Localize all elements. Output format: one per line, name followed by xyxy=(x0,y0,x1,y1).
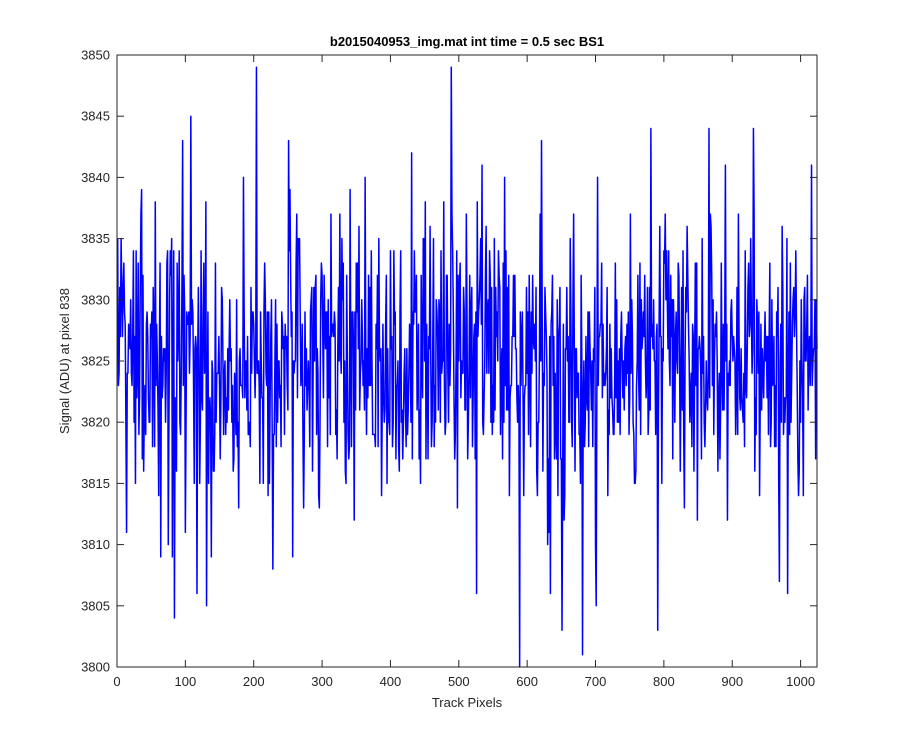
y-tick-label: 3820 xyxy=(81,415,110,430)
x-tick-label: 0 xyxy=(113,674,120,689)
y-tick-label: 3810 xyxy=(81,537,110,552)
y-tick-label: 3845 xyxy=(81,109,110,124)
x-tick-label: 600 xyxy=(516,674,538,689)
chart-title: b2015040953_img.mat int time = 0.5 sec B… xyxy=(330,34,604,49)
x-tick-label: 500 xyxy=(448,674,470,689)
x-tick-label: 900 xyxy=(721,674,743,689)
x-axis-ticks: 0 100 200 300 400 500 600 700 800 900 1000 xyxy=(113,55,815,689)
y-axis-label: Signal (ADU) at pixel 838 xyxy=(57,288,72,434)
y-axis-ticks: 3800 3805 3810 3815 3820 3825 3830 3835 3840 3845… xyxy=(81,48,817,675)
x-tick-label: 700 xyxy=(585,674,607,689)
series-line xyxy=(116,66,818,668)
y-tick-label: 3800 xyxy=(81,660,110,675)
y-tick-label: 3825 xyxy=(81,354,110,369)
y-tick-label: 3815 xyxy=(81,476,110,491)
x-tick-label: 1000 xyxy=(786,674,815,689)
x-axis-label: Track Pixels xyxy=(432,695,503,710)
y-tick-label: 3840 xyxy=(81,170,110,185)
y-tick-label: 3850 xyxy=(81,48,110,63)
x-tick-label: 400 xyxy=(380,674,402,689)
y-tick-label: 3835 xyxy=(81,231,110,246)
y-tick-label: 3805 xyxy=(81,598,110,613)
y-tick-label: 3830 xyxy=(81,292,110,307)
x-tick-label: 800 xyxy=(653,674,675,689)
x-tick-label: 100 xyxy=(175,674,197,689)
x-tick-label: 300 xyxy=(311,674,333,689)
x-tick-label: 200 xyxy=(243,674,265,689)
